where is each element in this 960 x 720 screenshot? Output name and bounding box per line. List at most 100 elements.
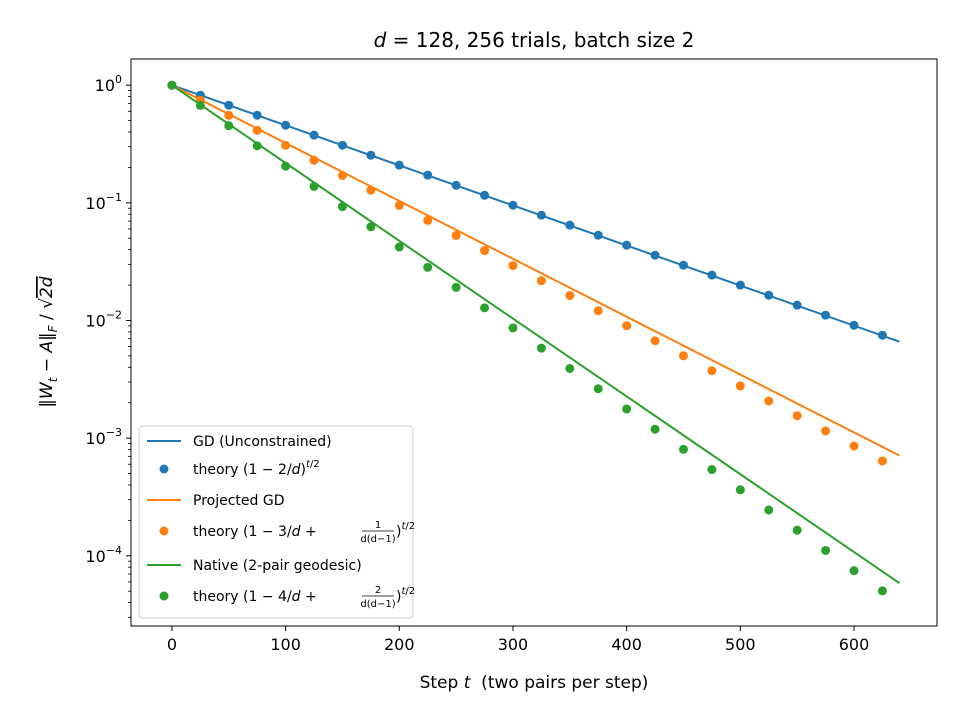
x-tick-label: 0 <box>167 635 177 654</box>
y-axis-title: ‖Wt − A‖F / √2d <box>37 276 60 407</box>
data-point-series-1-14 <box>565 220 575 230</box>
data-point-series-1-3 <box>252 110 262 120</box>
legend-label-gd-theory: theory (1 − 2/d)t/2 <box>193 459 320 478</box>
data-point-series-1-22 <box>792 300 802 310</box>
data-point-series-3-21 <box>764 396 774 406</box>
data-point-series-1-16 <box>622 240 632 250</box>
data-point-series-5-19 <box>707 465 717 475</box>
data-point-series-5-7 <box>366 222 376 232</box>
series-line-4 <box>171 84 901 584</box>
data-point-series-5-8 <box>394 242 404 252</box>
data-point-series-5-15 <box>593 384 603 394</box>
x-tick-label: 400 <box>611 635 642 654</box>
data-point-series-3-24 <box>849 441 859 451</box>
data-point-series-5-13 <box>536 343 546 353</box>
y-tick-label: 10−2 <box>85 308 122 330</box>
data-point-series-3-10 <box>451 230 461 240</box>
data-point-series-5-9 <box>423 262 433 272</box>
data-point-series-3-20 <box>735 381 745 391</box>
series-line-0 <box>171 84 900 343</box>
data-point-series-1-23 <box>821 310 831 320</box>
data-point-series-5-22 <box>792 525 802 535</box>
data-point-series-1-8 <box>394 160 404 170</box>
data-point-series-5-1 <box>195 100 205 110</box>
legend-frac-num-native: 2 <box>375 585 381 596</box>
data-point-series-5-10 <box>451 282 461 292</box>
x-tick-label: 600 <box>839 635 870 654</box>
data-point-series-1-10 <box>451 180 461 190</box>
legend-frac-den-native: d(d−1) <box>360 599 395 610</box>
data-point-series-5-23 <box>821 545 831 555</box>
y-tick-label: 10−3 <box>85 426 122 448</box>
data-point-series-1-19 <box>707 270 717 280</box>
data-point-series-1-25 <box>877 330 887 340</box>
x-axis-title: Step t (two pairs per step) <box>420 673 649 693</box>
legend-frac-den-projected: d(d−1) <box>360 534 395 545</box>
data-point-series-5-17 <box>650 424 660 434</box>
legend-frac-num-projected: 1 <box>375 520 381 531</box>
legend-label-native-theory: theory (1 − 4/d + <box>193 589 317 605</box>
data-point-series-1-9 <box>423 170 433 180</box>
data-point-series-3-19 <box>707 366 717 376</box>
data-point-series-5-0 <box>167 80 177 90</box>
data-point-series-1-20 <box>735 280 745 290</box>
y-tick-label: 10−4 <box>85 544 122 566</box>
legend-entry-projected-gd: Projected GD <box>147 493 284 509</box>
axes: 0 100 200 300 400 500 600 100 10−1 10−2 10−3 10−4 <box>85 73 869 654</box>
data-point-series-1-18 <box>678 260 688 270</box>
y-tick-label: 10−1 <box>85 191 122 213</box>
data-point-series-5-4 <box>281 161 291 171</box>
data-point-series-1-6 <box>337 140 347 150</box>
data-point-series-3-25 <box>877 456 887 466</box>
series-line-2 <box>171 84 900 457</box>
legend-label-native: Native (2-pair geodesic) <box>193 558 362 574</box>
x-tick-label: 500 <box>725 635 756 654</box>
data-point-series-3-18 <box>678 351 688 361</box>
data-point-series-3-14 <box>565 291 575 301</box>
data-point-series-5-20 <box>735 485 745 495</box>
data-point-series-3-7 <box>366 185 376 195</box>
y-tick-label: 100 <box>95 73 122 95</box>
legend-entry-native-theory: theory (1 − 4/d + 2 d(d−1) )t/2 <box>159 585 415 610</box>
data-point-series-3-15 <box>593 306 603 316</box>
data-point-series-5-2 <box>224 121 234 131</box>
data-point-series-3-22 <box>792 411 802 421</box>
data-point-series-1-2 <box>224 100 234 110</box>
data-point-series-3-4 <box>281 140 291 150</box>
plot-area <box>167 80 901 596</box>
legend-label-projected-gd-theory: theory (1 − 3/d + <box>193 524 317 540</box>
data-point-series-1-24 <box>849 320 859 330</box>
data-point-series-3-17 <box>650 336 660 346</box>
data-point-series-5-25 <box>877 586 887 596</box>
data-point-series-1-15 <box>593 230 603 240</box>
data-point-series-1-7 <box>366 150 376 160</box>
legend-entry-native: Native (2-pair geodesic) <box>147 558 362 574</box>
data-point-series-1-17 <box>650 250 660 260</box>
legend: GD (Unconstrained) theory (1 − 2/d)t/2 P… <box>138 425 415 619</box>
data-point-series-5-24 <box>849 566 859 576</box>
x-tick-label: 200 <box>384 635 415 654</box>
data-point-series-3-9 <box>423 215 433 225</box>
data-point-series-5-16 <box>622 404 632 414</box>
legend-label-projected-gd: Projected GD <box>193 493 284 509</box>
x-tick-label: 300 <box>498 635 529 654</box>
data-point-series-1-5 <box>309 130 319 140</box>
data-point-series-3-6 <box>337 170 347 180</box>
axes-frame <box>130 58 938 627</box>
data-point-series-3-8 <box>394 200 404 210</box>
data-point-series-1-13 <box>536 210 546 220</box>
data-point-series-1-11 <box>480 190 490 200</box>
x-tick-label: 100 <box>270 635 301 654</box>
data-point-series-5-21 <box>764 505 774 515</box>
data-point-series-3-11 <box>480 246 490 256</box>
legend-swatch-projected-gd-theory-marker <box>159 526 169 536</box>
legend-swatch-gd-theory-marker <box>159 464 169 474</box>
data-point-series-5-3 <box>252 141 262 151</box>
legend-entry-gd-theory: theory (1 − 2/d)t/2 <box>159 459 320 478</box>
data-point-series-3-5 <box>309 155 319 165</box>
legend-entry-projected-gd-theory: theory (1 − 3/d + 1 d(d−1) )t/2 <box>159 520 415 545</box>
legend-label-gd: GD (Unconstrained) <box>193 434 332 450</box>
data-point-series-3-13 <box>536 276 546 286</box>
data-point-series-5-11 <box>480 303 490 313</box>
data-point-series-3-3 <box>252 125 262 135</box>
